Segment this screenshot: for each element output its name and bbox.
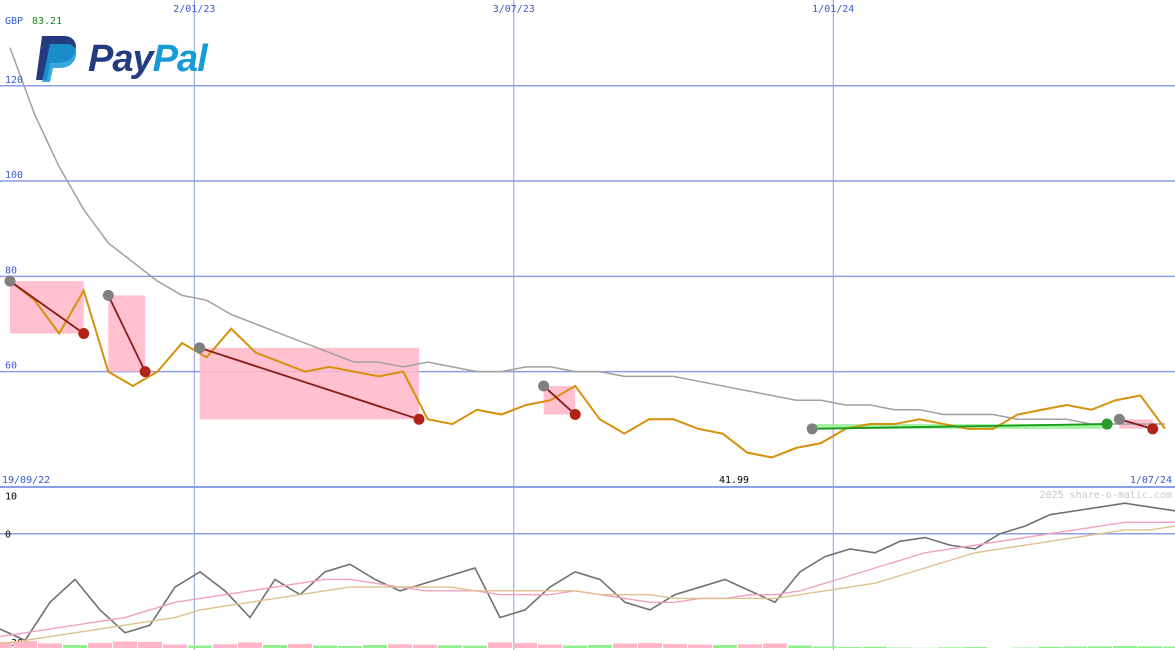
histogram-bar-2 <box>38 643 62 648</box>
paypal-wordmark-pay: Pay <box>88 37 154 80</box>
trade-exit-marker-1 <box>139 366 151 378</box>
trade-line-0 <box>9 280 85 335</box>
histogram-bar-15 <box>363 645 387 648</box>
trade-entry-marker-4 <box>806 423 818 435</box>
trade-exit-marker-2 <box>413 413 425 425</box>
histogram-bar-4 <box>88 643 112 648</box>
histogram-bar-25 <box>613 643 637 648</box>
y-tick-label-100: 100 <box>5 170 23 181</box>
y-tick-label-80: 80 <box>5 265 17 276</box>
last-price-label: 83.21 <box>32 16 62 27</box>
moving-average-line <box>9 47 1165 425</box>
start-date-label: 19/09/22 <box>2 475 50 486</box>
histogram-bar-18 <box>438 645 462 648</box>
histogram-bar-21 <box>513 643 537 648</box>
min-price-label: 41.99 <box>719 475 749 486</box>
trade-exit-marker-3 <box>569 409 581 421</box>
oscillator-line-0 <box>0 502 1175 642</box>
histogram-bar-17 <box>413 644 437 648</box>
price-line <box>9 280 1166 459</box>
histogram-bar-12 <box>288 644 312 648</box>
currency-label: GBP <box>5 16 23 27</box>
histogram-bar-39 <box>963 647 987 648</box>
trade-exit-marker-5 <box>1147 423 1159 435</box>
x-tick-label-2: 1/01/24 <box>812 4 854 15</box>
histogram-bar-36 <box>888 647 912 648</box>
histogram-bar-42 <box>1038 646 1062 648</box>
histogram-bar-6 <box>138 642 162 648</box>
paypal-logo-icon <box>34 34 78 84</box>
trade-line-2 <box>199 346 420 421</box>
x-tick-label-0: 2/01/23 <box>173 4 215 15</box>
histogram-bar-46 <box>1138 646 1162 648</box>
histogram-bar-9 <box>213 644 237 648</box>
end-date-label: 1/07/24 <box>1130 475 1172 486</box>
histogram-bar-44 <box>1088 646 1112 648</box>
histogram-bar-7 <box>163 644 187 648</box>
histogram-bar-30 <box>738 644 762 648</box>
trade-entry-marker-5 <box>1113 413 1125 425</box>
paypal-wordmark: PayPal <box>88 37 208 81</box>
histogram-bar-16 <box>388 644 412 648</box>
histogram-bar-23 <box>563 645 587 648</box>
osc-tick-label-0: 0 <box>5 530 11 541</box>
histogram-bar-22 <box>538 644 562 648</box>
histogram-bar-19 <box>463 645 487 648</box>
histogram-bar-20 <box>488 642 512 648</box>
histogram-bar-33 <box>813 646 837 648</box>
histogram-bar-11 <box>263 645 287 648</box>
y-tick-label-120: 120 <box>5 75 23 86</box>
histogram-bar-10 <box>238 642 262 648</box>
histogram-bar-29 <box>713 645 737 648</box>
trade-line-3 <box>543 385 576 416</box>
trade-line-1 <box>107 295 146 373</box>
paypal-logo: PayPal <box>34 34 208 84</box>
paypal-wordmark-pal: Pal <box>152 37 208 80</box>
trade-entry-marker-1 <box>102 289 114 301</box>
trade-exit-marker-4 <box>1101 418 1113 430</box>
histogram-bar-24 <box>588 645 612 648</box>
histogram-bar-41 <box>1013 647 1037 648</box>
histogram-bar-31 <box>763 643 787 648</box>
oscillator-line-2 <box>0 525 1175 645</box>
trade-line-5 <box>1119 418 1153 430</box>
histogram-bar-45 <box>1113 646 1137 648</box>
histogram-bar-14 <box>338 646 362 648</box>
x-tick-label-1: 3/07/23 <box>493 4 535 15</box>
histogram-bar-8 <box>188 645 212 648</box>
trade-entry-marker-3 <box>538 380 550 392</box>
watermark-text: 2025 share-o-matic.com <box>1040 490 1172 501</box>
y-tick-label-60: 60 <box>5 361 17 372</box>
histogram-bar-47 <box>1163 646 1175 648</box>
histogram-bar-1 <box>13 641 37 648</box>
histogram-bar-13 <box>313 645 337 648</box>
histogram-bar-34 <box>838 647 862 648</box>
trade-line-4 <box>812 423 1108 430</box>
oscillator-line-1 <box>0 521 1175 638</box>
histogram-bar-32 <box>788 645 812 648</box>
trade-entry-marker-2 <box>194 342 206 354</box>
histogram-bar-43 <box>1063 646 1087 648</box>
histogram-bar-26 <box>638 643 662 648</box>
histogram-bar-3 <box>63 645 87 648</box>
histogram-bar-27 <box>663 644 687 648</box>
osc-tick-label-10: 10 <box>5 492 17 503</box>
trade-entry-marker-0 <box>4 275 16 287</box>
histogram-bar-38 <box>938 647 962 648</box>
histogram-bar-28 <box>688 644 712 648</box>
trade-exit-marker-0 <box>78 328 90 340</box>
histogram-bar-5 <box>113 641 137 648</box>
histogram-bar-0 <box>0 641 12 648</box>
histogram-bar-35 <box>863 646 887 648</box>
